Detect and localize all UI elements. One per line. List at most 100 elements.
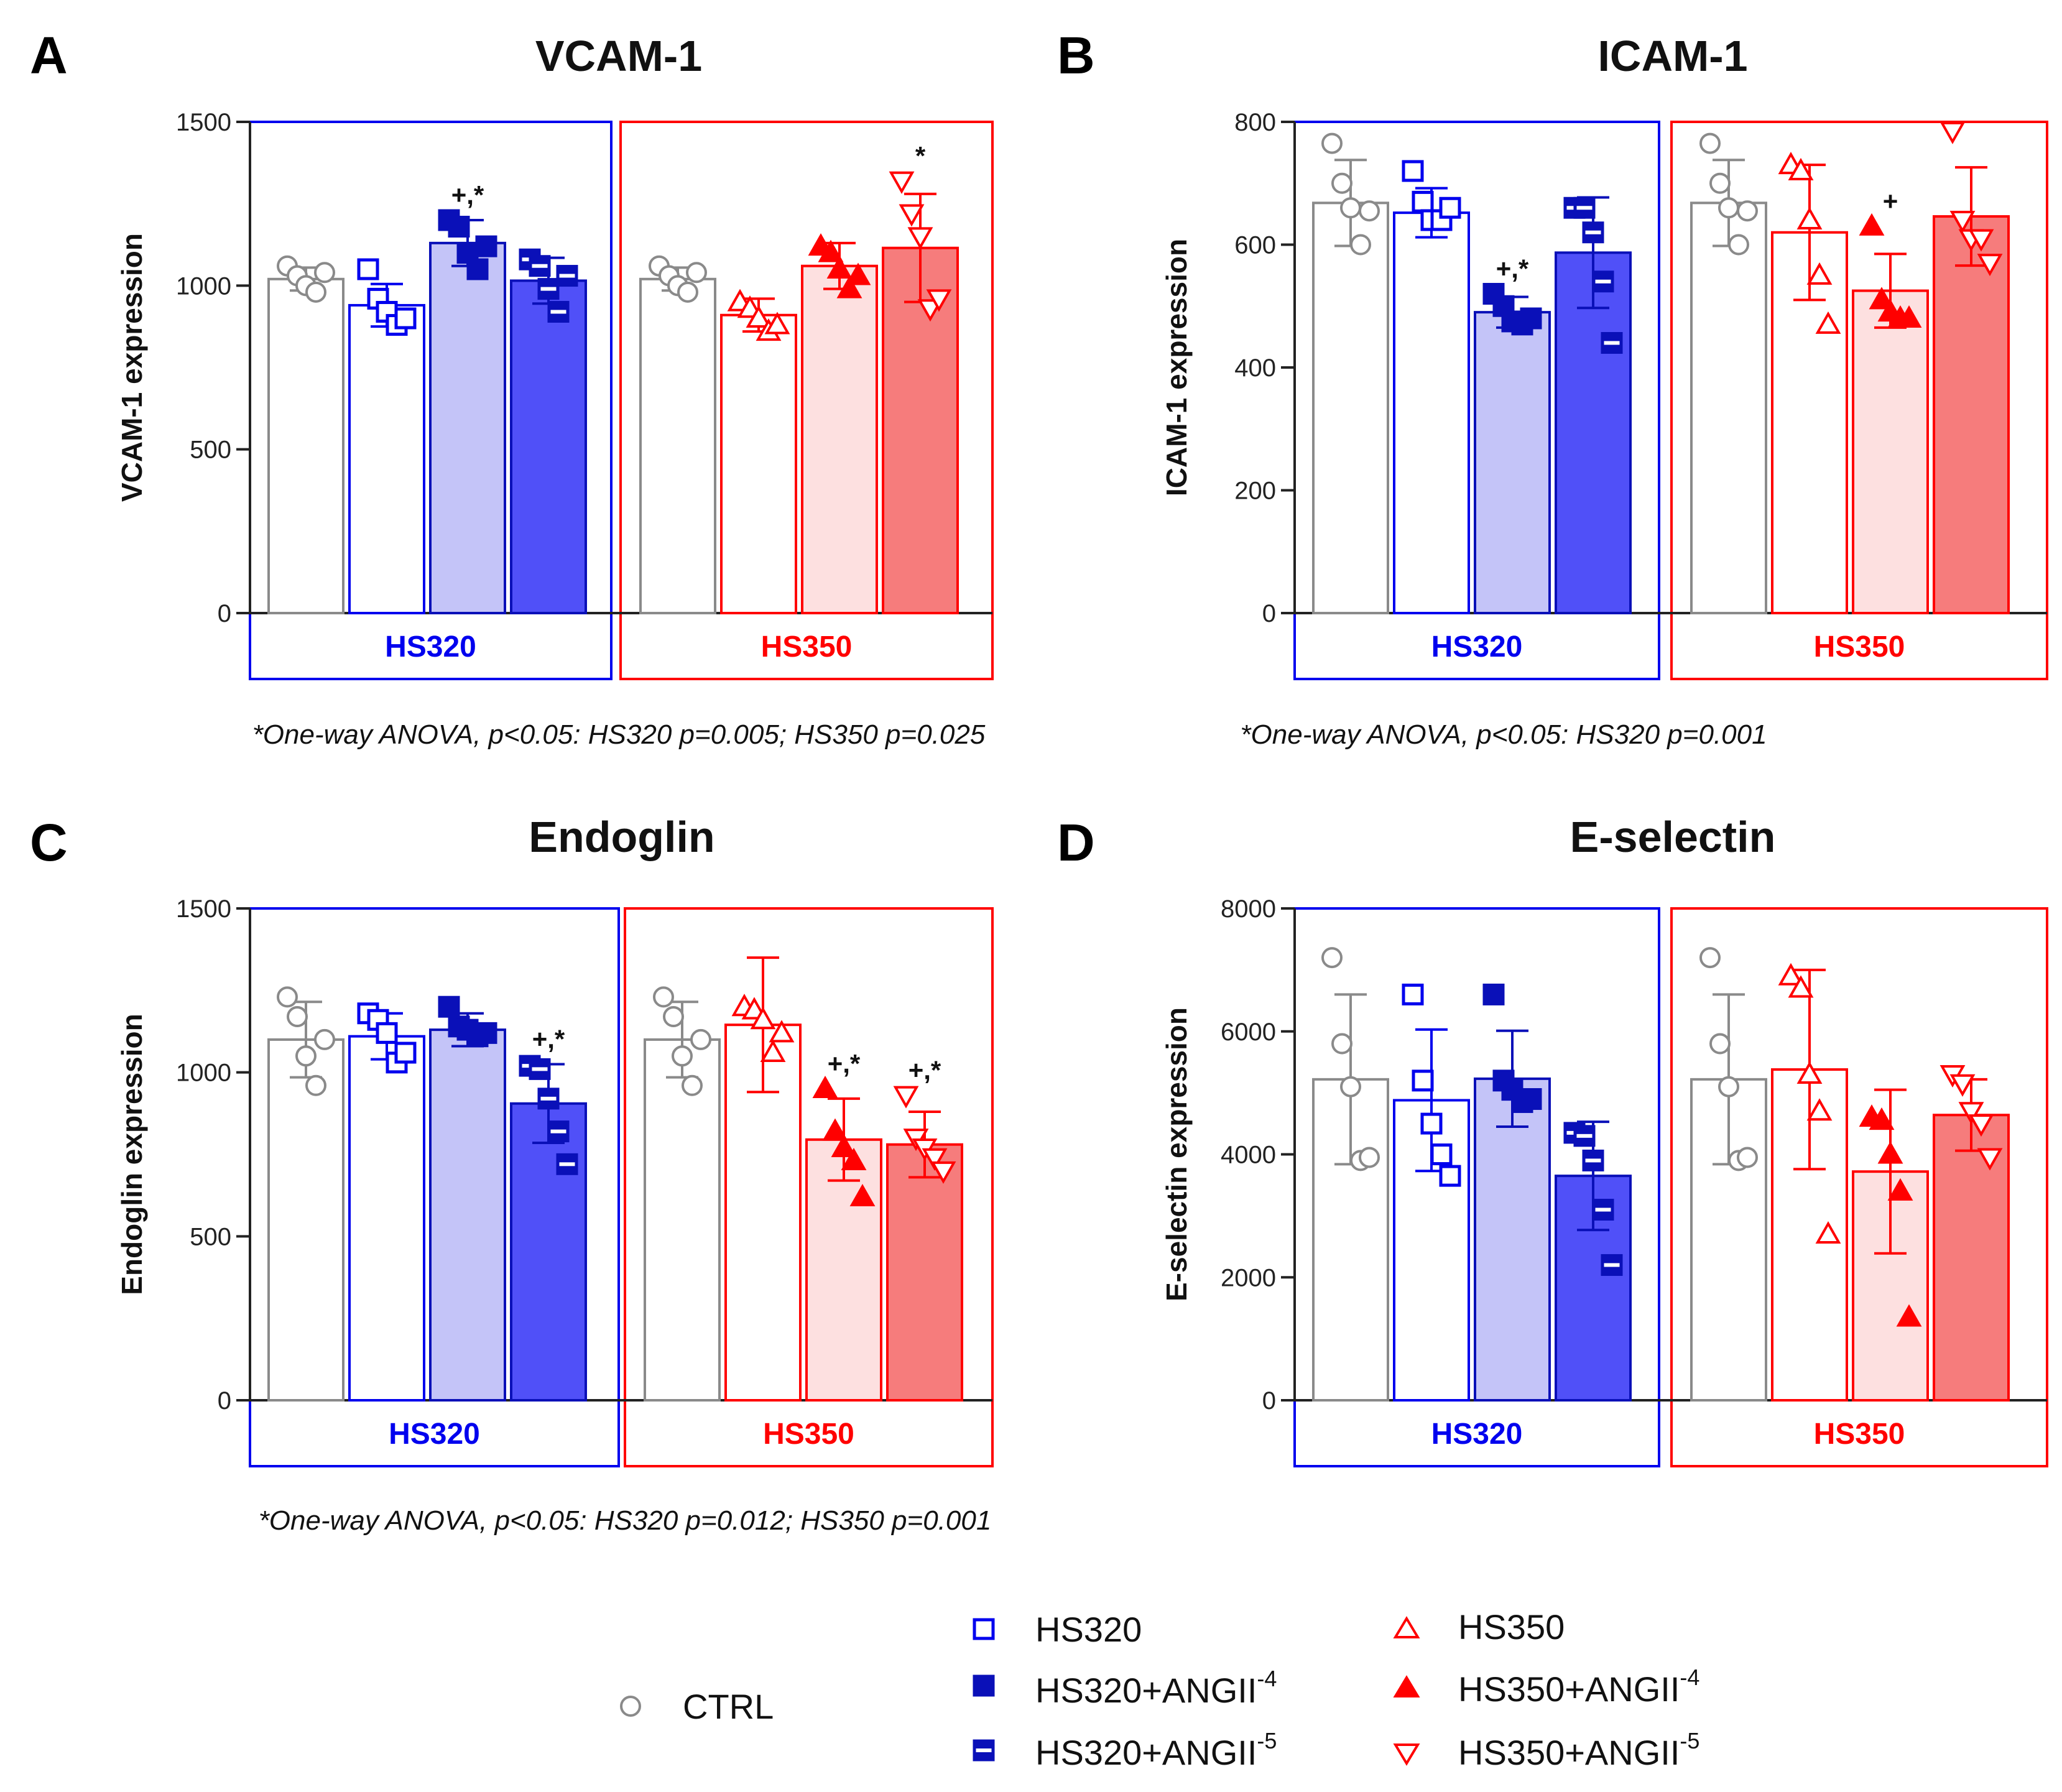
bar: [882, 246, 959, 614]
bar-group: [1393, 983, 1470, 1402]
bar-group: *: [882, 141, 959, 614]
y-tick-label: 1000: [176, 272, 231, 300]
y-tick-label: 0: [1262, 1387, 1276, 1415]
data-point: [836, 275, 862, 298]
data-point: [287, 1006, 308, 1028]
legend-item-hs320: HS320: [973, 1610, 1142, 1649]
data-point: [1520, 1088, 1542, 1111]
y-tick-label: 4000: [1221, 1142, 1276, 1169]
data-point: [1709, 1033, 1731, 1055]
significance-label: +,*: [828, 1049, 861, 1078]
data-point: [1968, 229, 1994, 252]
data-point: [1340, 197, 1361, 219]
data-point: [1896, 305, 1922, 328]
data-point: [769, 1020, 795, 1043]
bar-group: [1555, 196, 1632, 614]
anova-footnote: *One-way ANOVA, p<0.05: HS320 p=0.001: [1240, 719, 1767, 750]
bar: [267, 1038, 344, 1402]
y-axis-label: ICAM-1 expression: [1160, 239, 1193, 496]
legend-hs320-angii4-label: HS320+ANGII-4: [1035, 1666, 1277, 1710]
data-point: [1718, 1076, 1739, 1097]
data-point: [1815, 311, 1841, 334]
y-tick-label: 6000: [1221, 1018, 1276, 1046]
data-point-base: [539, 290, 558, 298]
data-point: [1402, 983, 1424, 1005]
data-point: [1977, 254, 2003, 277]
y-tick-label: 200: [1234, 478, 1276, 505]
bar: [510, 1102, 587, 1402]
panel-letter: A: [30, 26, 68, 85]
legend: CTRL HS320 HS320+ANGII-4 HS320+ANGII-5 H…: [620, 1607, 1699, 1772]
legend-item-hs320-angii5: HS320+ANGII-5: [973, 1728, 1277, 1772]
data-point: [1420, 1112, 1443, 1135]
data-point-base: [549, 1133, 568, 1141]
y-tick-label: 0: [1262, 600, 1276, 627]
data-point-base: [1594, 283, 1612, 291]
bar: [801, 264, 878, 614]
group-label-hs320: HS320: [385, 630, 476, 663]
y-axis-label: VCAM-1 expression: [116, 233, 148, 502]
group-label-hs320: HS320: [389, 1418, 480, 1451]
legend-ctrl-marker: [620, 1696, 641, 1717]
bar-group: +,*: [429, 180, 506, 615]
bar: [886, 1143, 963, 1402]
bar-group: +,*: [510, 1024, 587, 1402]
bar: [267, 277, 344, 614]
data-point: [1939, 121, 1966, 144]
data-point-top: [558, 1155, 576, 1163]
data-point: [466, 258, 489, 280]
legend-item-hs350: HS350: [1393, 1607, 1565, 1647]
data-point: [686, 262, 707, 284]
y-tick-label: 1500: [176, 109, 231, 136]
data-point: [1718, 197, 1739, 219]
data-point: [1869, 1107, 1895, 1130]
chart-panels: A VCAM-1 0 500 1000 1500 VCAM-1 expression HS32…: [30, 26, 2048, 1536]
data-point: [690, 1028, 711, 1050]
bar-group: [429, 995, 506, 1402]
data-point: [1321, 132, 1343, 154]
y-tick-label: 0: [218, 600, 231, 627]
data-point-base: [558, 277, 576, 285]
bar-group: [1393, 160, 1470, 614]
data-point: [845, 262, 871, 285]
bar: [510, 279, 587, 614]
group-label-hs350: HS350: [761, 630, 853, 663]
data-point-base: [558, 1166, 576, 1174]
legend-hs320-marker: [973, 1618, 995, 1640]
data-point: [1359, 200, 1380, 222]
legend-hs320-angii5-marker-base: [974, 1752, 993, 1760]
panel-title: VCAM-1: [535, 32, 702, 80]
bar: [644, 1038, 721, 1402]
data-point-top: [1602, 1255, 1621, 1263]
bar-group: [1690, 947, 1767, 1402]
legend-hs350-marker: [1393, 1616, 1420, 1638]
data-point: [1958, 1102, 1984, 1125]
data-point-base: [1602, 344, 1621, 353]
bar: [1690, 201, 1767, 615]
bar-group: [644, 986, 721, 1402]
data-point-base: [1575, 1137, 1594, 1145]
bar-group: [1771, 963, 1848, 1402]
bar: [1933, 1114, 2010, 1402]
bar-group: [720, 289, 797, 614]
data-point-top: [1602, 333, 1621, 341]
bar-group: +,*: [805, 1049, 882, 1402]
y-tick-label: 600: [1234, 232, 1276, 259]
bar-group: [348, 258, 425, 614]
bar-group: [348, 1002, 425, 1402]
data-point: [1796, 1061, 1823, 1084]
group-label-hs350: HS350: [1814, 1418, 1905, 1451]
data-point: [394, 307, 417, 330]
data-point: [1968, 1114, 1994, 1137]
data-point: [663, 1006, 684, 1028]
y-tick-label: 1000: [176, 1060, 231, 1087]
legend-hs320-angii5-marker-fill: [974, 1741, 993, 1748]
group-label-hs350: HS350: [763, 1418, 854, 1451]
data-point-base: [1594, 1211, 1612, 1219]
bar: [720, 313, 797, 614]
group-box-hs350: [1670, 907, 2048, 1467]
data-point: [1806, 262, 1833, 285]
legend-item-hs320-angii4: HS320+ANGII-4: [973, 1666, 1277, 1710]
data-point: [1520, 307, 1542, 330]
